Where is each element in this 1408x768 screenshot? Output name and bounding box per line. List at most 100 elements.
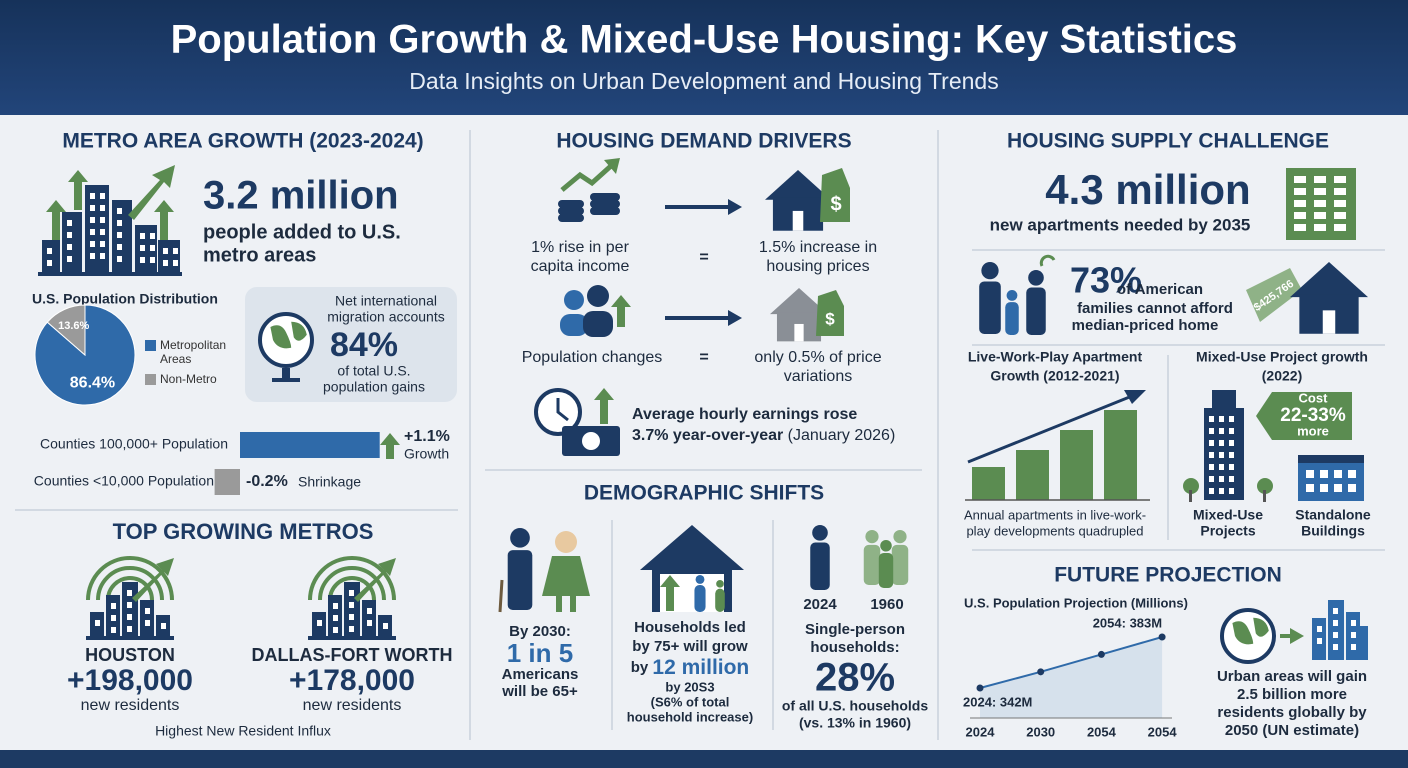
icon-shape bbox=[694, 584, 706, 612]
text: By 2030: bbox=[509, 623, 571, 640]
icon-shape bbox=[367, 620, 372, 626]
icon-shape bbox=[349, 590, 354, 596]
section-heading: TOP GROWING METROS bbox=[113, 519, 374, 544]
text: migration accounts bbox=[327, 309, 445, 325]
icon-shape bbox=[173, 260, 178, 266]
caption: new apartments needed by 2035 bbox=[990, 215, 1251, 234]
text: 2050 (UN estimate) bbox=[1225, 722, 1359, 739]
icon-shape bbox=[1348, 470, 1356, 478]
icon-shape bbox=[1256, 392, 1352, 440]
text: households: bbox=[810, 639, 899, 656]
icon-shape bbox=[318, 566, 386, 601]
icon-shape bbox=[1229, 464, 1234, 470]
icon-shape bbox=[1306, 470, 1314, 478]
icon-shape bbox=[695, 575, 705, 584]
icon-shape bbox=[1334, 470, 1342, 478]
section-heading: DEMOGRAPHIC SHIFTS bbox=[584, 482, 824, 505]
badge-text: more bbox=[1297, 423, 1329, 438]
icon-shape bbox=[127, 590, 132, 596]
x-tick-label: 2054 bbox=[1087, 724, 1117, 739]
legend-swatch bbox=[145, 374, 156, 385]
icon-shape bbox=[86, 556, 174, 601]
icon-shape bbox=[117, 256, 122, 262]
icon-shape bbox=[90, 205, 95, 211]
icon-shape bbox=[1294, 212, 1306, 219]
big-number: 4.3 million bbox=[1045, 166, 1250, 213]
icon-shape bbox=[1257, 478, 1273, 494]
big-number: +178,000 bbox=[289, 664, 415, 697]
icon-shape bbox=[100, 253, 105, 259]
value-label: +1.1% bbox=[404, 428, 450, 445]
icon-shape bbox=[1314, 212, 1326, 219]
icon-shape bbox=[354, 558, 396, 602]
icon-shape bbox=[1290, 628, 1304, 644]
icon-shape bbox=[1124, 390, 1146, 404]
icon-shape bbox=[127, 626, 132, 632]
chart-title: Live-Work-Play Apartment bbox=[968, 349, 1143, 365]
icon-shape bbox=[1294, 224, 1306, 231]
dividers bbox=[15, 130, 1385, 740]
icon-shape bbox=[100, 205, 105, 211]
icon-shape bbox=[967, 394, 1133, 464]
icon-shape bbox=[1209, 428, 1214, 434]
caption: new residents bbox=[81, 697, 180, 714]
icon-shape bbox=[558, 200, 584, 208]
icon-shape bbox=[67, 220, 72, 226]
icon-shape bbox=[1209, 488, 1214, 494]
icon-shape bbox=[1028, 270, 1044, 286]
icon-shape bbox=[308, 556, 396, 601]
text: of American bbox=[1117, 281, 1203, 298]
icon-shape bbox=[611, 295, 631, 327]
icon-shape bbox=[117, 220, 122, 226]
point bbox=[1037, 668, 1045, 676]
text: Net international bbox=[335, 293, 437, 309]
icon-shape bbox=[792, 210, 804, 231]
icon-shape bbox=[47, 260, 52, 266]
icon-shape bbox=[1219, 428, 1224, 434]
icon-shape bbox=[333, 627, 338, 633]
icon-shape bbox=[582, 432, 600, 450]
icon-shape bbox=[863, 544, 881, 585]
x-tick-label: 2024 bbox=[966, 724, 996, 739]
text: Urban areas will gain bbox=[1217, 668, 1367, 685]
icon-shape bbox=[1039, 254, 1056, 267]
icon-shape bbox=[349, 626, 354, 632]
icon-shape bbox=[100, 193, 105, 199]
icon-shape bbox=[1229, 488, 1234, 494]
bar bbox=[1016, 450, 1049, 500]
x-tick-label: 2030 bbox=[1026, 724, 1055, 739]
icon-shape bbox=[715, 588, 725, 612]
icon-shape bbox=[344, 582, 360, 638]
note: Growth bbox=[404, 446, 449, 462]
icon-shape bbox=[100, 217, 105, 223]
icon-shape bbox=[90, 229, 95, 235]
chart-title: Growth (2012-2021) bbox=[990, 368, 1119, 384]
bar-label: Counties <10,000 Population bbox=[34, 473, 214, 489]
icon-shape bbox=[820, 168, 850, 222]
icon-shape bbox=[728, 199, 742, 215]
icon-shape bbox=[1229, 428, 1234, 434]
icon-shape bbox=[1294, 176, 1306, 183]
icon-shape bbox=[173, 248, 178, 254]
icon-shape bbox=[564, 290, 584, 310]
icon-shape bbox=[140, 245, 145, 251]
icon-shape bbox=[590, 200, 620, 208]
icon-shape bbox=[1290, 262, 1368, 298]
icon-shape bbox=[1212, 390, 1236, 410]
bar-label: Counties 100,000+ Population bbox=[40, 436, 228, 452]
icon-shape bbox=[1314, 200, 1326, 207]
icon-shape bbox=[1229, 416, 1234, 422]
value-label: 86.4% bbox=[70, 375, 115, 392]
icon-shape bbox=[150, 233, 155, 239]
icon-shape bbox=[128, 165, 175, 220]
icon-shape bbox=[1219, 476, 1224, 482]
big-number: 28% bbox=[815, 656, 895, 700]
text: by bbox=[631, 659, 653, 676]
icon-shape bbox=[122, 582, 138, 638]
note: Shrinkage bbox=[298, 474, 361, 490]
label: Mixed-Use bbox=[1193, 507, 1263, 523]
icon-shape bbox=[1294, 188, 1306, 195]
big-number: +198,000 bbox=[67, 664, 193, 697]
